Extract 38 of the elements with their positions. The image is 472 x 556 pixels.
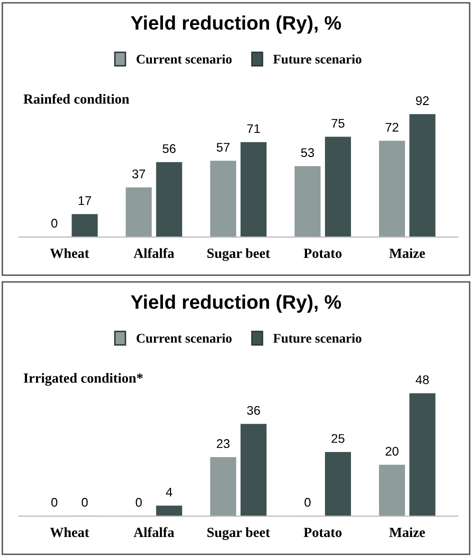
x-tick-label: Sugar beet (207, 527, 270, 540)
data-label: 53 (301, 148, 314, 158)
data-label: 0 (51, 498, 58, 507)
data-label: 72 (386, 122, 398, 132)
x-tick-label: Potato (304, 528, 342, 538)
data-label: 0 (51, 218, 58, 228)
x-tick-label: Sugar beet (207, 248, 270, 261)
data-label: 75 (332, 118, 344, 128)
data-label: 56 (162, 144, 176, 154)
legend-label: Current scenario (136, 333, 232, 343)
data-label: 20 (386, 446, 398, 456)
data-label: 92 (416, 96, 429, 106)
x-tick-label: Wheat (50, 527, 90, 538)
data-label: 57 (216, 142, 230, 152)
x-tick-label: Alfalfa (134, 527, 174, 538)
x-tick-label: Maize (389, 248, 425, 258)
data-label: 17 (78, 196, 92, 205)
x-tick-label: Potato (304, 248, 342, 258)
data-label: 0 (82, 498, 88, 507)
data-label: 23 (216, 439, 230, 448)
x-tick-label: Wheat (50, 248, 90, 258)
x-tick-label: Alfalfa (134, 248, 174, 258)
text: Irrigated condition* (24, 373, 143, 386)
data-label: 25 (332, 434, 344, 443)
text: Rainfed condition (24, 94, 130, 104)
x-tick-label: Maize (389, 527, 425, 538)
legend-label: Current scenario (136, 54, 232, 64)
data-label: 0 (304, 498, 311, 507)
data-label: 37 (132, 170, 146, 178)
chart-title: Yield reduction (Ry), % (130, 16, 342, 34)
data-label: 71 (247, 124, 260, 133)
data-label: 0 (136, 498, 142, 507)
data-label: 36 (247, 406, 260, 415)
legend-label: Future scenario (273, 54, 362, 64)
legend-label: Future scenario (273, 333, 362, 343)
chart-title: Yield reduction (Ry), % (130, 294, 342, 313)
data-label: 4 (166, 488, 172, 496)
data-label: 48 (416, 375, 429, 384)
